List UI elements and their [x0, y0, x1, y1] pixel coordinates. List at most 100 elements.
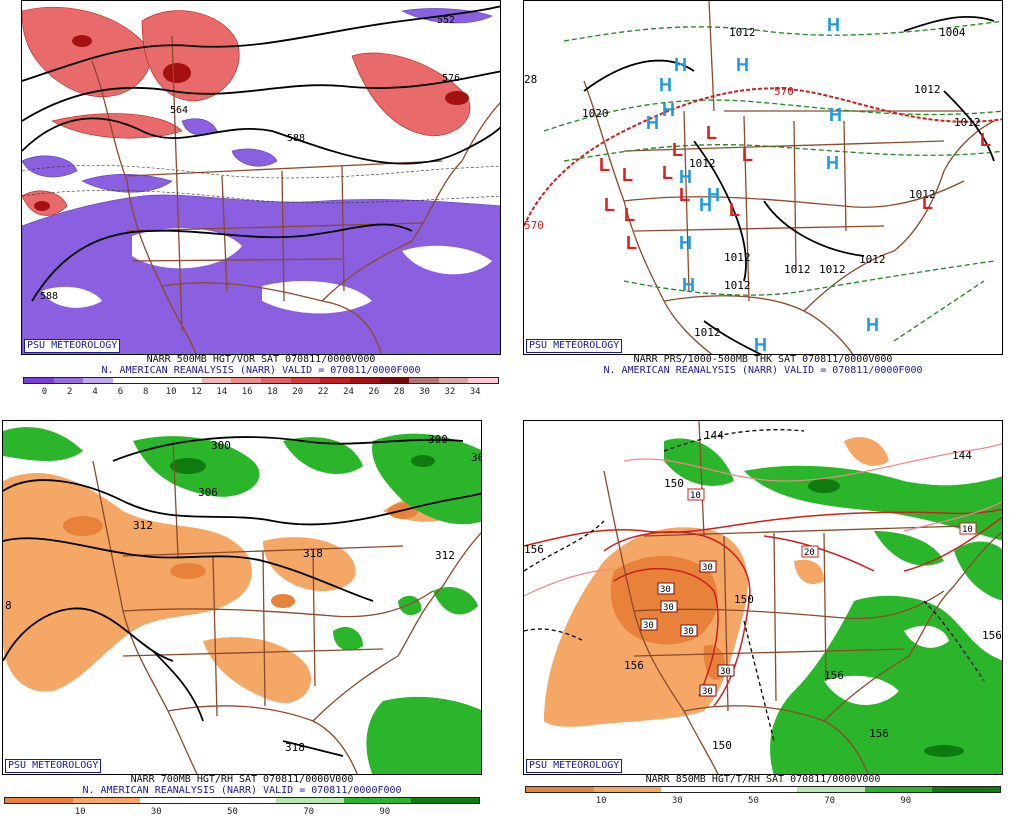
height-label: 8 — [5, 599, 12, 612]
temp-box: 30 — [640, 618, 658, 631]
temp-box: 30 — [717, 664, 735, 677]
chart-caption: NARR 850MB HGT/T/RH SAT 070811/0000V000 — [645, 774, 881, 785]
low-center: L — [980, 130, 991, 150]
colorbar-ticks: 10 30 50 70 90 — [525, 796, 1001, 806]
low-center: L — [599, 155, 610, 175]
temp-box: 10 — [687, 488, 705, 501]
contour-labels: 300 300 306 306 312 312 318 318 8 — [5, 433, 481, 754]
pressure-label: 1012 — [954, 116, 981, 129]
colorbar-tick-label: 18 — [267, 387, 278, 397]
high-center: H — [829, 105, 842, 125]
temperature-contours-light — [524, 442, 1002, 597]
colorbar-tick-label: 12 — [191, 387, 202, 397]
map-surface: 1012 1004 1020 1012 1012 1012 1012 1012 … — [523, 0, 1003, 355]
isobar-labels: 1012 1004 1020 1012 1012 1012 1012 1012 … — [524, 26, 981, 339]
colorbar-tick-label: 8 — [143, 387, 149, 397]
pressure-label: 1020 — [582, 107, 609, 120]
high-center: H — [754, 335, 767, 355]
colorbar-ticks: 0 2 4 6 8 10 12 14 16 18 20 22 24 26 28 30 32 34 — [23, 387, 499, 397]
temp-label: 30 — [660, 585, 671, 595]
high-center: H — [866, 315, 879, 335]
height-label: 312 — [133, 519, 153, 532]
temp-box: 30 — [660, 600, 678, 613]
map-700mb-svg: 300 300 306 306 312 312 318 318 8 — [3, 427, 481, 774]
colorbar-tick-label: 50 — [227, 807, 238, 817]
colorbar-tick-label: 4 — [92, 387, 98, 397]
colorbar-swatch — [172, 378, 202, 383]
colorbar-tick-label: 34 — [469, 387, 481, 397]
colorbar-swatch — [729, 787, 797, 792]
high-pressure-centers: H H H H H H H H H H H H H H H — [646, 15, 879, 355]
colorbar-swatch — [112, 378, 143, 383]
colorbar-swatch — [290, 378, 321, 383]
colorbar-tick-label: 90 — [900, 796, 912, 806]
chart-valid-line: N. AMERICAN REANALYSIS (NARR) VALID = 07… — [82, 785, 402, 796]
colorbar-swatch — [53, 378, 84, 383]
low-center: L — [742, 145, 753, 165]
colorbar-swatch — [349, 378, 380, 383]
low-center: L — [922, 193, 933, 213]
colorbar-ticks: 10 30 50 70 90 — [4, 807, 480, 817]
panel-700mb-rh: 300 300 306 306 312 312 318 318 8 PSU ME… — [2, 420, 482, 817]
colorbar-swatch — [526, 787, 594, 792]
colorbar-swatch — [411, 798, 480, 803]
colorbar-tick-label: 30 — [419, 387, 430, 397]
colorbar-swatch — [142, 378, 173, 383]
colorbar-tick-label: 26 — [368, 387, 380, 397]
temp-label: 30 — [643, 621, 654, 631]
height-label: 576 — [442, 73, 460, 84]
temp-box: 30 — [699, 560, 717, 573]
temp-label: 30 — [702, 563, 713, 573]
temp-box: 30 — [680, 624, 698, 637]
chart-caption: NARR 700MB HGT/RH SAT 070811/0000V000 — [130, 774, 354, 785]
high-center: H — [646, 113, 659, 133]
colorbar-tick-label: 14 — [216, 387, 228, 397]
thickness-label: 570 — [774, 85, 794, 98]
height-label: 300 — [428, 433, 448, 446]
colorbar-swatch — [932, 787, 1001, 792]
height-contours — [3, 436, 481, 757]
temp-label: 30 — [702, 687, 713, 697]
high-center: H — [674, 55, 687, 75]
temp-label: 10 — [690, 491, 701, 501]
chart-valid-line: N. AMERICAN REANALYSIS (NARR) VALID = 07… — [101, 365, 421, 376]
colorbar-tick-label: 70 — [303, 807, 315, 817]
colorbar-vorticity — [23, 377, 499, 384]
high-center: H — [699, 195, 712, 215]
contour-labels: 552 576 588 588 564 — [40, 15, 460, 302]
pressure-label: 1012 — [859, 253, 886, 266]
colorbar-rh — [4, 797, 480, 804]
coastlines-borders — [583, 1, 995, 354]
height-label: 318 — [285, 741, 305, 754]
colorbar-swatch — [5, 798, 73, 803]
pressure-label: 1012 — [729, 26, 756, 39]
map-surface-svg: 1012 1004 1020 1012 1012 1012 1012 1012 … — [524, 1, 1002, 355]
height-label: 306 — [198, 486, 218, 499]
colorbar-swatch — [201, 378, 232, 383]
temp-label: 10 — [962, 525, 973, 535]
colorbar-tick-label: 20 — [292, 387, 304, 397]
psu-meteorology-badge: PSU METEOROLOGY — [24, 339, 121, 353]
pressure-label: 1012 — [724, 251, 751, 264]
colorbar-swatch — [468, 378, 498, 383]
temp-box: 10 — [959, 522, 977, 535]
colorbar-swatch — [379, 378, 410, 383]
height-label: 564 — [170, 105, 188, 116]
map-850mb-svg: 144 150 144 156 156 150 156 150 156 156 … — [524, 421, 1002, 774]
colorbar-swatch — [661, 787, 730, 792]
low-center: L — [604, 195, 615, 215]
edge-label: 28 — [524, 73, 537, 86]
pressure-label: 1012 — [819, 263, 846, 276]
colorbar-swatch — [438, 378, 469, 383]
high-center: H — [707, 185, 720, 205]
temp-box: 30 — [699, 684, 717, 697]
high-center: H — [659, 75, 672, 95]
colorbar-tick-label: 2 — [67, 387, 73, 397]
low-center: L — [662, 163, 673, 183]
colorbar-tick-label: 70 — [824, 796, 836, 806]
thin-contours — [22, 165, 500, 204]
clear-patches — [824, 625, 949, 705]
temperature-contours — [524, 508, 1002, 707]
thickness-contours — [543, 20, 1002, 342]
colorbar-swatch — [24, 378, 54, 383]
